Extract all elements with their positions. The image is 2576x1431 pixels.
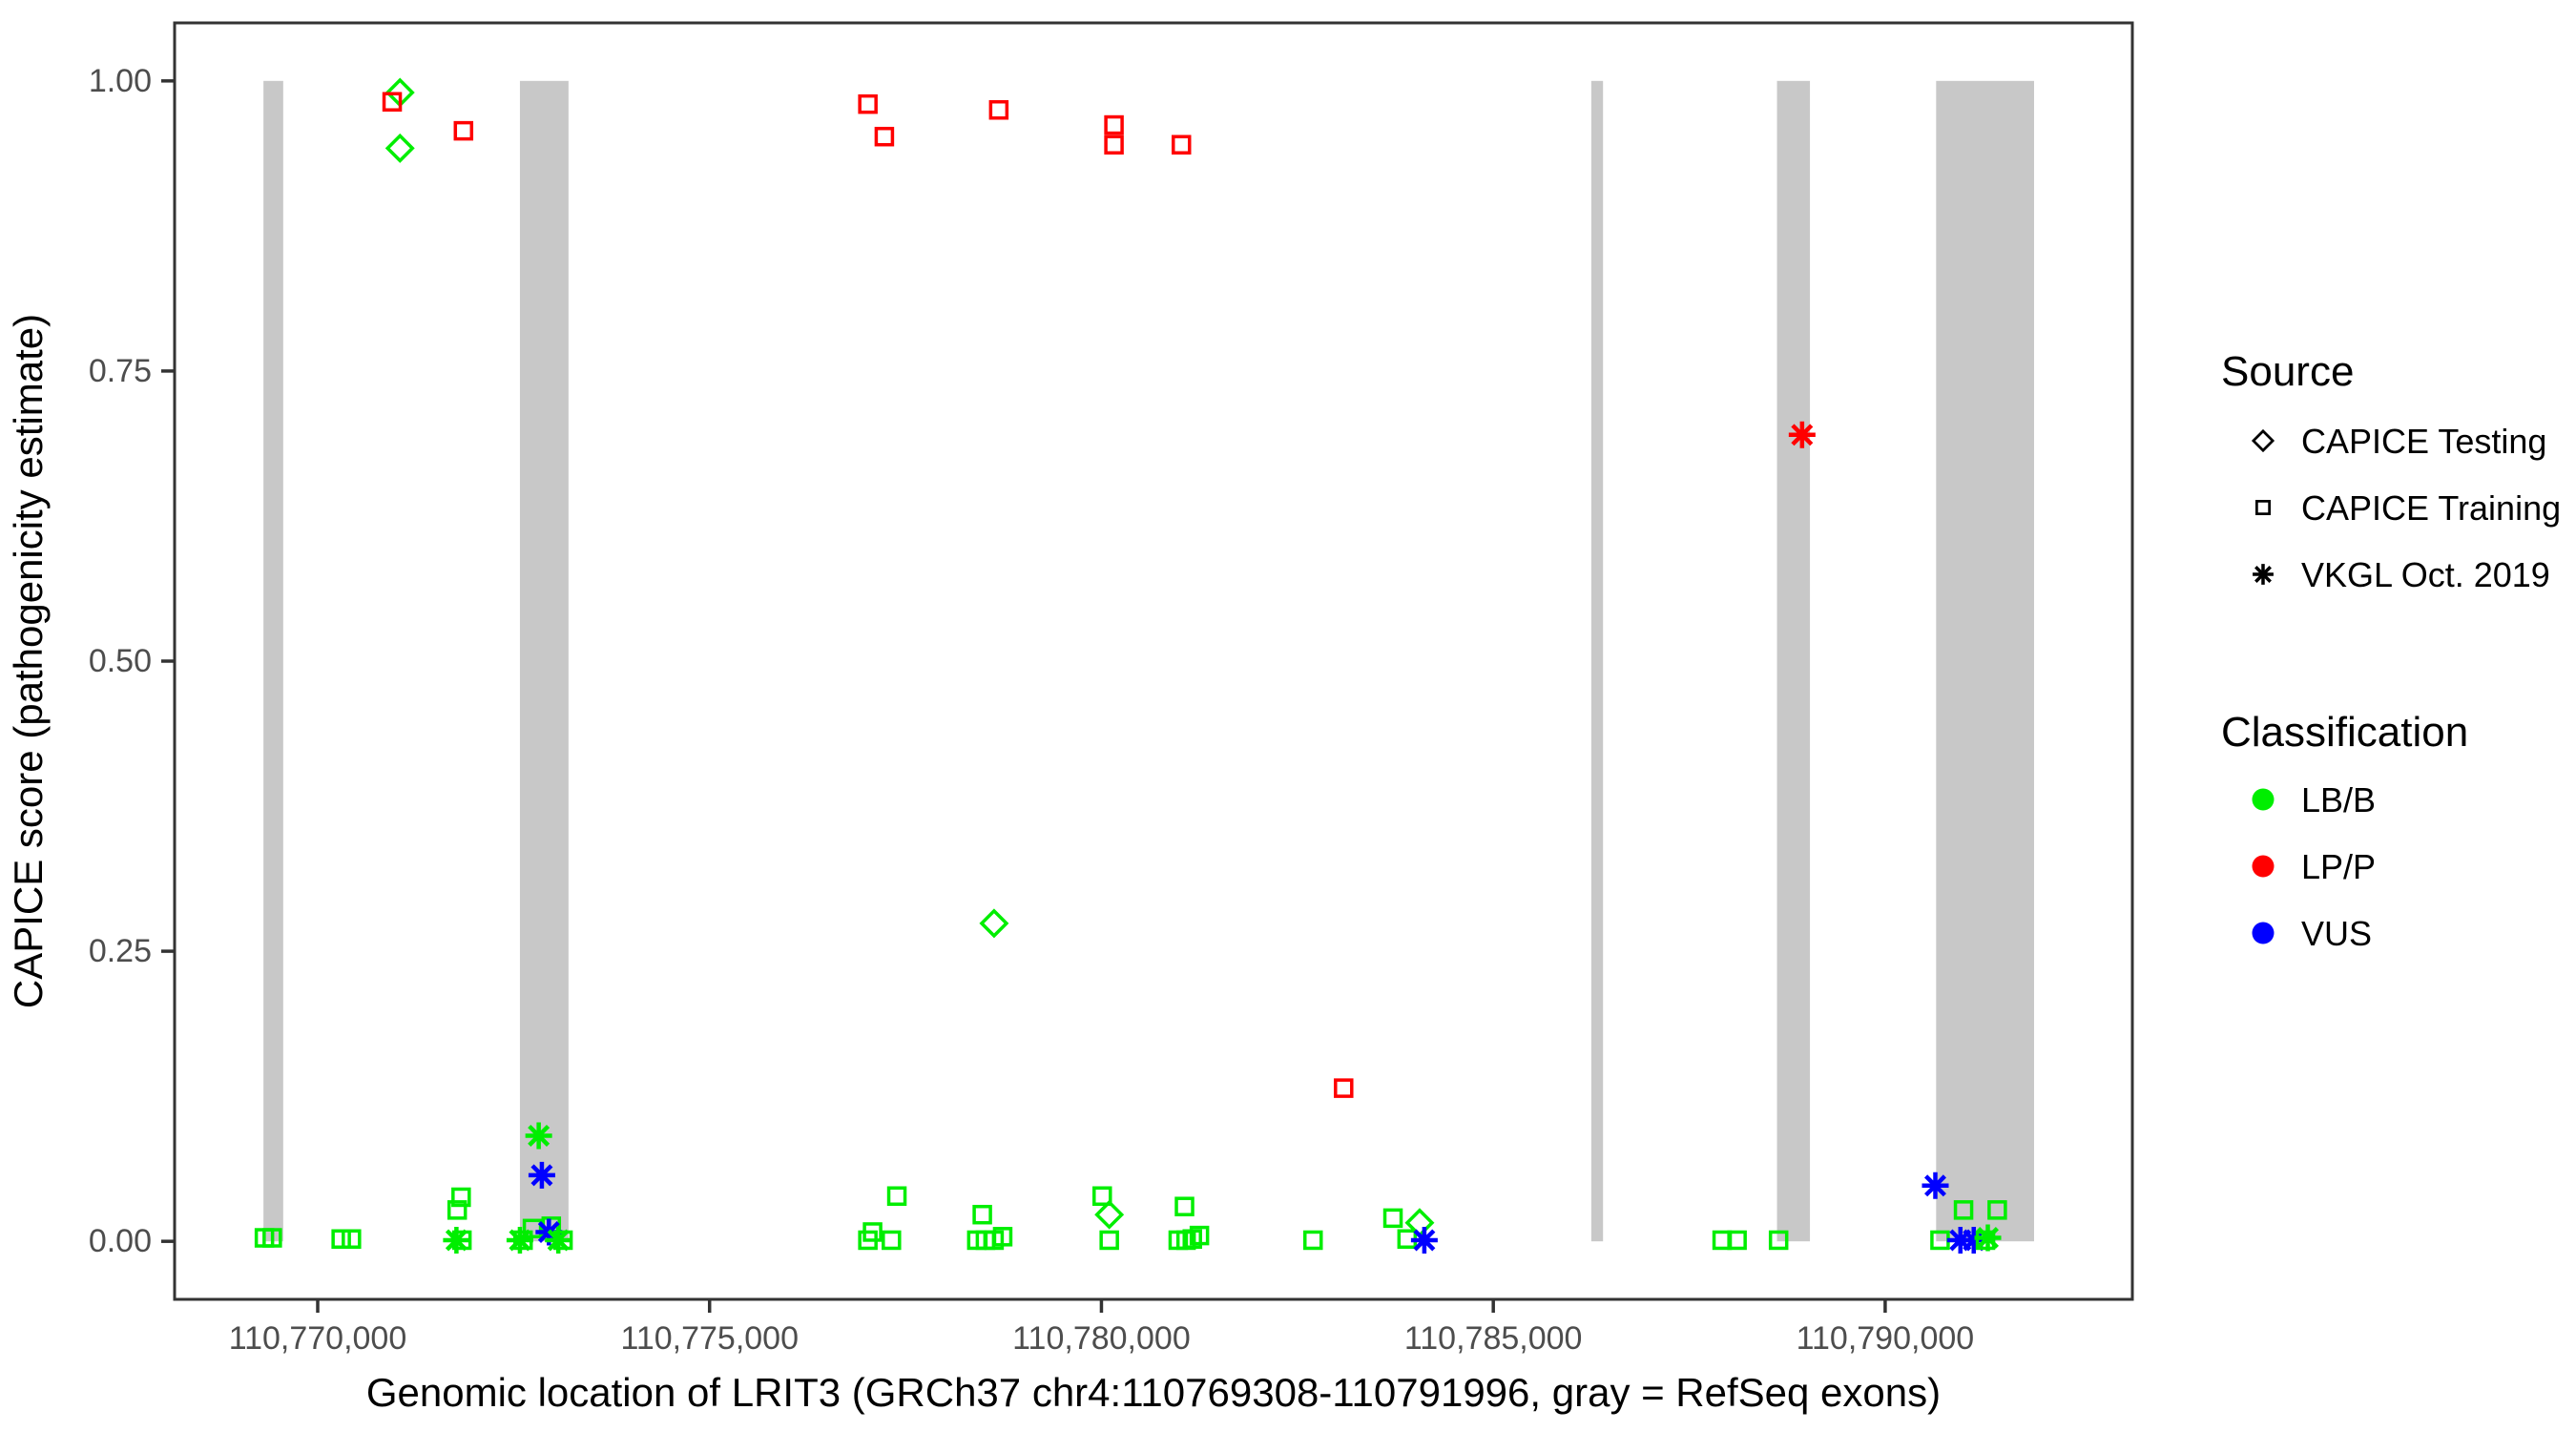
data-point-square bbox=[858, 93, 878, 114]
legend-color-dot bbox=[2252, 788, 2275, 811]
data-point-square bbox=[522, 1218, 543, 1239]
legend-item-lpp: LP/P bbox=[2301, 847, 2376, 886]
data-point-square bbox=[1727, 1230, 1747, 1251]
legend-item-capice-training: CAPICE Training bbox=[2301, 488, 2561, 528]
data-point-square bbox=[1768, 1230, 1789, 1251]
y-axis-title: CAPICE score (pathogenicity estimate) bbox=[6, 314, 51, 1008]
exon-layer bbox=[263, 80, 2034, 1242]
data-point-square bbox=[331, 1229, 351, 1249]
data-point-square bbox=[453, 120, 474, 141]
data-point-diamond bbox=[2251, 428, 2275, 453]
data-point-square bbox=[988, 99, 1009, 120]
exon-rect bbox=[1936, 80, 2034, 1242]
data-points-layer bbox=[254, 77, 2007, 1254]
legend-color-dot bbox=[2252, 855, 2275, 878]
data-point-square bbox=[1302, 1230, 1323, 1251]
data-point-square bbox=[1104, 135, 1124, 155]
data-point-square bbox=[342, 1229, 362, 1249]
data-point-square bbox=[1171, 135, 1192, 155]
data-point-square bbox=[1189, 1225, 1210, 1246]
legend-source-title: Source bbox=[2221, 348, 2354, 395]
y-tick-label: 0.75 bbox=[89, 353, 152, 389]
data-point-square bbox=[1334, 1078, 1354, 1098]
legend: Source CAPICE Testing CAPICE Training VK… bbox=[2221, 348, 2561, 953]
data-point-asterisk bbox=[528, 1161, 555, 1189]
data-point-asterisk bbox=[1974, 1224, 2002, 1252]
data-point-square bbox=[882, 1230, 902, 1251]
legend-item-vkgl: VKGL Oct. 2019 bbox=[2301, 555, 2550, 594]
data-point-asterisk bbox=[545, 1226, 572, 1254]
data-point-square bbox=[1953, 1200, 1974, 1220]
y-tick-label: 0.25 bbox=[89, 933, 152, 969]
x-tick-label: 110,780,000 bbox=[1012, 1320, 1191, 1357]
x-axis: 110,770,000 110,775,000 110,780,000 110,785… bbox=[229, 1299, 1974, 1357]
data-point-square bbox=[552, 1230, 573, 1251]
data-point-square bbox=[886, 1186, 907, 1206]
data-point-square bbox=[382, 92, 403, 112]
legend-source-keys bbox=[2251, 428, 2275, 585]
data-point-diamond bbox=[1094, 1199, 1125, 1230]
legend-item-vus: VUS bbox=[2301, 914, 2372, 953]
data-point-asterisk bbox=[1960, 1226, 1987, 1254]
data-point-square bbox=[972, 1204, 992, 1225]
legend-item-lbb: LB/B bbox=[2301, 780, 2376, 819]
legend-item-capice-testing: CAPICE Testing bbox=[2301, 422, 2546, 461]
y-tick-label: 0.00 bbox=[89, 1223, 152, 1259]
y-tick-label: 1.00 bbox=[89, 63, 152, 99]
data-point-asterisk bbox=[443, 1226, 470, 1254]
y-axis: 0.00 0.25 0.50 0.75 1.00 bbox=[89, 63, 175, 1259]
data-point-square bbox=[262, 1228, 282, 1248]
data-point-square bbox=[451, 1187, 471, 1208]
data-point-square bbox=[858, 1230, 878, 1251]
x-tick-label: 110,790,000 bbox=[1797, 1320, 1975, 1357]
x-tick-label: 110,770,000 bbox=[229, 1320, 407, 1357]
x-tick-label: 110,785,000 bbox=[1404, 1320, 1583, 1357]
plot-panel-border bbox=[173, 21, 2134, 1301]
legend-classification-keys bbox=[2252, 788, 2275, 944]
legend-classification-title: Classification bbox=[2221, 709, 2468, 756]
data-point-square bbox=[1099, 1230, 1119, 1251]
data-point-square bbox=[2255, 500, 2271, 515]
data-point-square bbox=[1987, 1200, 2007, 1220]
data-point-asterisk bbox=[1410, 1226, 1438, 1254]
x-tick-label: 110,775,000 bbox=[620, 1320, 799, 1357]
y-tick-label: 0.50 bbox=[89, 643, 152, 679]
data-point-square bbox=[447, 1200, 467, 1220]
data-point-asterisk bbox=[1788, 421, 1816, 448]
data-point-asterisk bbox=[525, 1122, 552, 1150]
data-point-square bbox=[1092, 1186, 1112, 1206]
data-point-diamond bbox=[979, 908, 1009, 939]
data-point-square bbox=[1975, 1230, 1996, 1251]
x-axis-title: Genomic location of LRIT3 (GRCh37 chr4:1… bbox=[366, 1370, 1941, 1415]
data-point-diamond bbox=[384, 133, 415, 163]
data-point-square bbox=[1104, 114, 1124, 135]
exon-rect bbox=[1776, 80, 1811, 1242]
exon-rect bbox=[519, 80, 569, 1242]
data-point-asterisk bbox=[1922, 1172, 1949, 1199]
exon-rect bbox=[263, 80, 283, 1242]
data-point-square bbox=[992, 1227, 1013, 1247]
data-point-asterisk bbox=[506, 1226, 533, 1254]
data-point-square bbox=[451, 1230, 472, 1251]
legend-color-dot bbox=[2252, 922, 2275, 944]
data-point-asterisk bbox=[2253, 564, 2274, 585]
data-point-square bbox=[874, 126, 895, 147]
data-point-square bbox=[1174, 1196, 1195, 1216]
exon-rect bbox=[1590, 80, 1604, 1242]
data-point-square bbox=[1382, 1208, 1403, 1229]
